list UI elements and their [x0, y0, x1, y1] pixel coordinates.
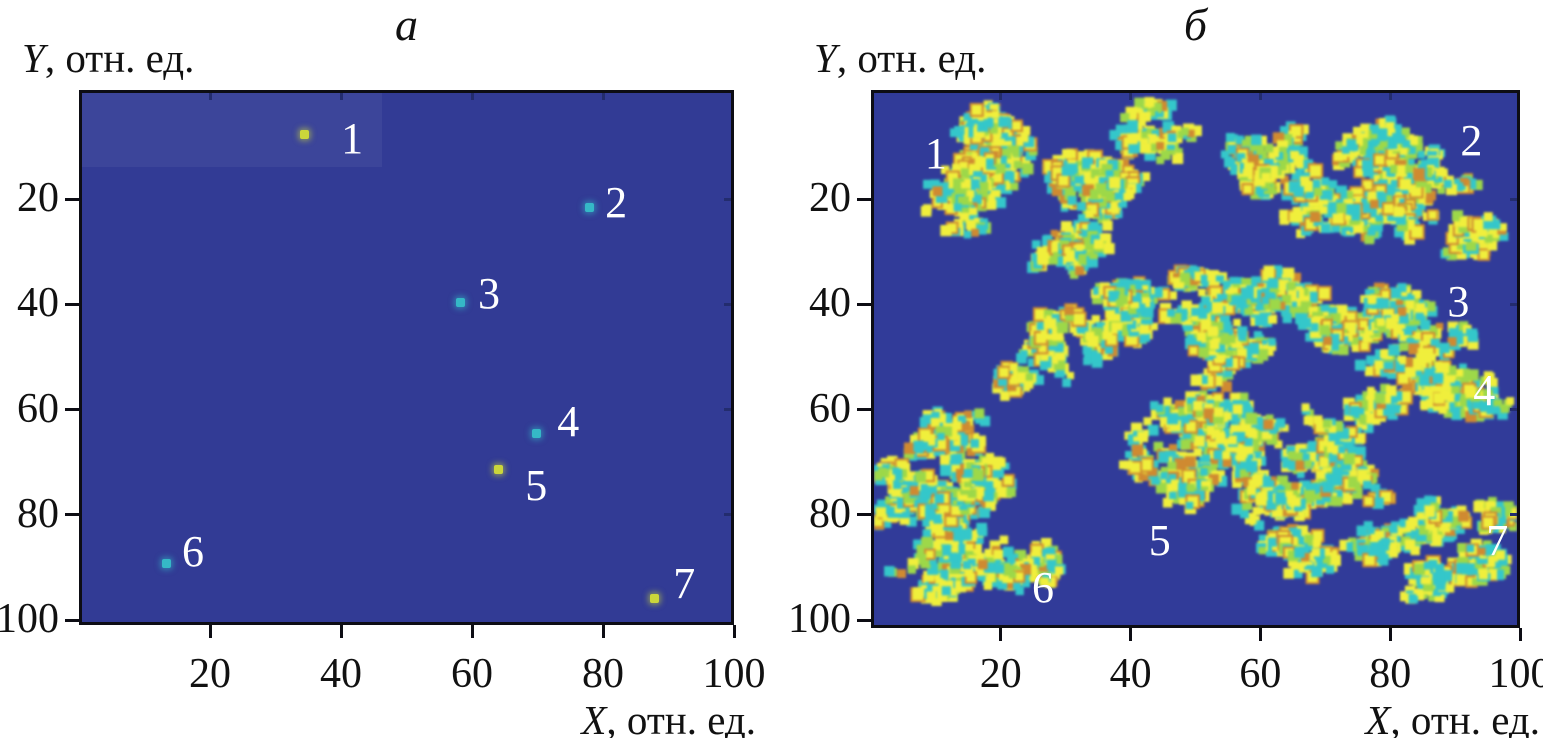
y-axis-tick-label-a: 60 [17, 385, 59, 432]
inner-right-tick-a [724, 408, 731, 412]
seed-label-4: 4 [557, 397, 580, 447]
seed-point-5 [494, 465, 504, 475]
y-axis-tick-label-b: 20 [809, 175, 851, 222]
x-axis-tick-a [208, 625, 212, 638]
panel-b-x-axis-label: X, отн. ед. [1234, 698, 1540, 738]
y-axis-tick-b [857, 197, 871, 201]
x-axis-tick-a [470, 625, 474, 638]
inner-top-tick-b [1129, 93, 1133, 100]
panel-a-title: a [395, 0, 418, 50]
inner-top-tick-a [470, 93, 474, 100]
seed-point-4 [532, 428, 542, 438]
inner-right-tick-b [1510, 302, 1517, 306]
seed-label-2: 2 [605, 177, 628, 227]
inner-top-tick-b [999, 93, 1003, 100]
inner-right-tick-a [724, 302, 731, 306]
x-axis-tick-label-a: 20 [189, 651, 231, 697]
x-axis-tick-b [1258, 628, 1262, 641]
panel-b-y-axis-var: Y [814, 35, 837, 81]
y-axis-tick-a [65, 513, 79, 517]
y-axis-tick-label-b: 40 [809, 280, 851, 327]
panel-b-y-axis-units: , отн. ед. [836, 35, 987, 81]
x-axis-tick-b [1518, 628, 1522, 641]
x-axis-tick-label-a: 60 [451, 651, 493, 697]
inner-top-tick-a [601, 93, 605, 100]
panel-a-y-axis-label: Y, отн. ед. [22, 36, 194, 80]
y-axis-tick-a [65, 618, 79, 622]
seed-label-5: 5 [525, 460, 548, 510]
y-axis-tick-a [65, 197, 79, 201]
x-axis-tick-label-a: 100 [702, 651, 766, 697]
seed-label-1: 1 [341, 113, 364, 163]
panel-b-y-axis-label: Y, отн. ед. [814, 36, 986, 80]
y-axis-tick-b [857, 513, 871, 517]
x-axis-tick-a [732, 625, 736, 638]
x-axis-tick-b [1129, 628, 1133, 641]
inner-right-tick-a [724, 513, 731, 517]
x-axis-tick-label-a: 80 [582, 651, 624, 697]
x-axis-tick-label-b: 20 [979, 651, 1022, 697]
y-axis-tick-b [857, 408, 871, 412]
panel-a-top-left-shade [82, 93, 382, 167]
seed-label-3: 3 [478, 268, 501, 318]
seed-point-2 [584, 202, 594, 212]
cluster-label-2: 2 [1460, 116, 1483, 166]
y-axis-tick-a [65, 302, 79, 306]
cluster-label-4: 4 [1473, 366, 1496, 416]
x-axis-tick-label-a: 40 [320, 651, 362, 697]
seed-point-7 [649, 593, 659, 603]
cluster-map-canvas [874, 93, 1517, 625]
cluster-label-7: 7 [1486, 516, 1509, 566]
seed-point-1 [299, 130, 309, 139]
panel-a-x-axis-units: , отн. ед. [606, 697, 756, 738]
inner-top-tick-b [1388, 93, 1392, 100]
cluster-label-1: 1 [924, 129, 947, 179]
inner-right-tick-a [724, 197, 731, 201]
seed-point-3 [455, 298, 465, 308]
y-axis-tick-b [857, 302, 871, 306]
x-axis-tick-b [1388, 628, 1392, 641]
panel-b-x-axis-var: X [1365, 697, 1391, 738]
inner-top-tick-a [208, 93, 212, 100]
inner-top-tick-b [1258, 93, 1262, 100]
x-axis-tick-label-b: 60 [1239, 651, 1282, 697]
y-axis-tick-label-a: 40 [17, 280, 59, 327]
y-axis-tick-label-a: 100 [0, 596, 59, 642]
panel-a-y-axis-units: , отн. ед. [44, 35, 195, 81]
y-axis-tick-a [65, 408, 79, 412]
panel-a-y-axis-var: Y [22, 35, 45, 81]
seed-label-7: 7 [673, 559, 696, 609]
x-axis-tick-label-b: 40 [1109, 651, 1152, 697]
x-axis-tick-label-b: 80 [1369, 651, 1412, 697]
y-axis-tick-label-b: 80 [809, 490, 851, 537]
inner-right-tick-b [1510, 408, 1517, 412]
y-axis-tick-label-a: 80 [17, 490, 59, 537]
cluster-label-6: 6 [1031, 563, 1054, 613]
panel-b-title: б [1183, 0, 1208, 50]
inner-right-tick-b [1510, 513, 1517, 517]
cluster-label-5: 5 [1148, 516, 1171, 566]
y-axis-tick-label-a: 20 [17, 175, 59, 222]
panel-a-x-axis-label: X, отн. ед. [450, 698, 756, 738]
seed-point-6 [161, 558, 171, 568]
seed-label-6: 6 [181, 527, 204, 577]
x-axis-tick-a [339, 625, 343, 638]
y-axis-tick-label-b: 60 [809, 385, 851, 432]
x-axis-tick-b [999, 628, 1003, 641]
x-axis-tick-label-b: 100 [1488, 651, 1543, 697]
inner-top-tick-a [339, 93, 343, 100]
panel-b-x-axis-units: , отн. ед. [1390, 697, 1540, 738]
x-axis-tick-a [601, 625, 605, 638]
cluster-label-3: 3 [1447, 276, 1470, 326]
y-axis-tick-b [857, 618, 871, 622]
panel-a-x-axis-var: X [581, 697, 607, 738]
y-axis-tick-label-b: 100 [788, 596, 851, 642]
inner-right-tick-b [1510, 197, 1517, 201]
